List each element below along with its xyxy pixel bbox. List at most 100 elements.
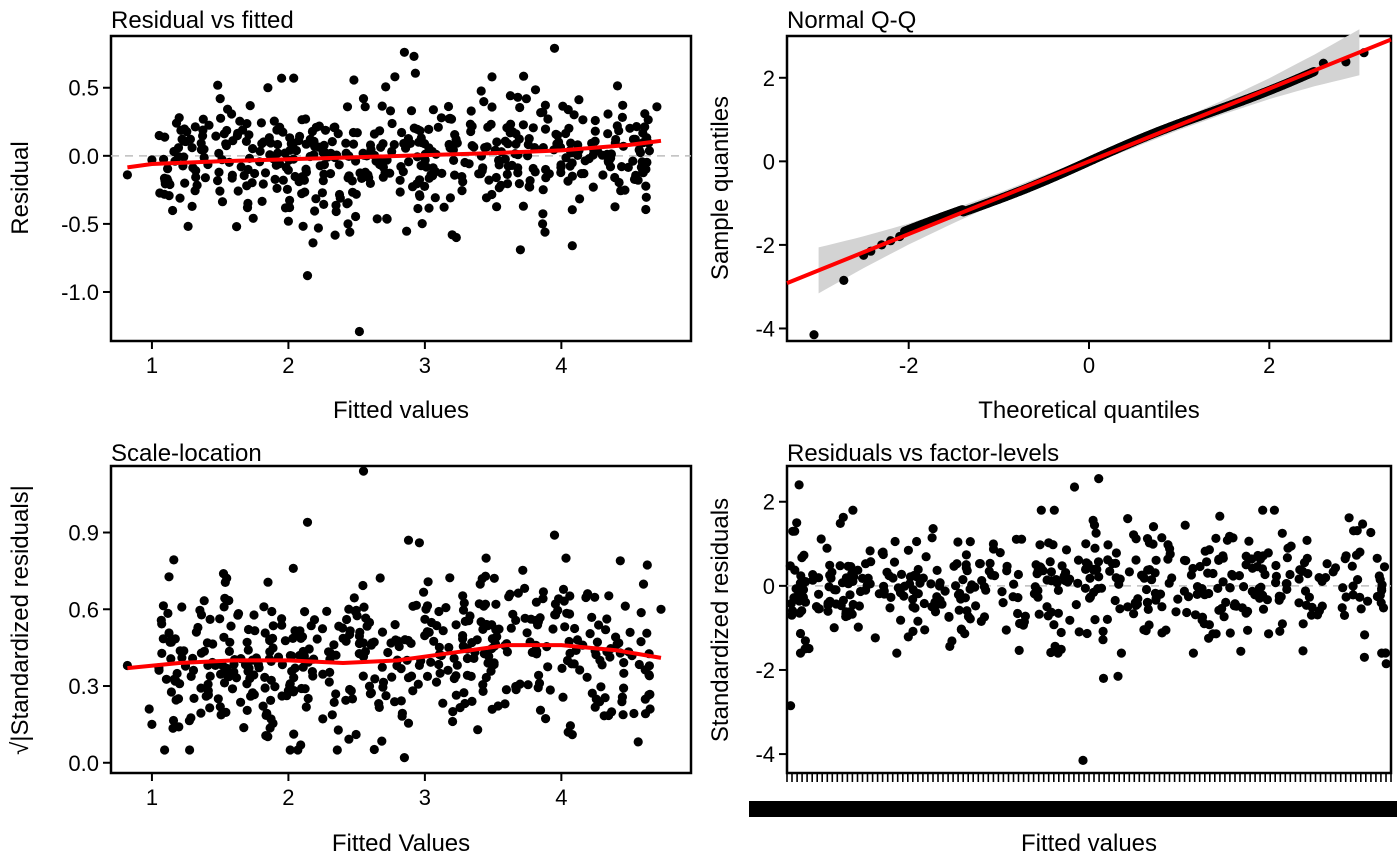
data-point <box>331 689 341 699</box>
data-point <box>949 561 959 571</box>
data-point <box>934 581 945 591</box>
data-point <box>354 631 364 641</box>
data-point <box>174 722 184 732</box>
data-point <box>301 139 311 149</box>
data-point <box>215 94 225 104</box>
data-point <box>520 583 530 594</box>
data-point <box>175 679 185 689</box>
data-point <box>603 129 613 139</box>
y-tick-label: 0.5 <box>68 76 99 101</box>
data-point <box>1337 603 1347 613</box>
data-point <box>213 694 223 704</box>
data-point <box>449 155 459 165</box>
data-point <box>239 723 249 733</box>
data-point <box>301 114 311 124</box>
data-point <box>886 592 896 603</box>
data-point <box>1045 557 1055 567</box>
data-point <box>642 560 652 570</box>
data-point <box>484 175 494 185</box>
data-point <box>1218 551 1228 561</box>
data-point <box>221 141 231 151</box>
data-point <box>617 112 628 122</box>
data-point <box>809 330 819 340</box>
data-point <box>1277 619 1287 629</box>
data-point <box>228 136 238 146</box>
data-point <box>302 517 313 527</box>
data-point <box>505 589 515 599</box>
data-point <box>169 555 179 565</box>
data-point <box>344 734 354 744</box>
data-point <box>590 702 600 712</box>
data-point <box>441 603 451 613</box>
data-point <box>487 102 497 112</box>
data-point <box>190 122 200 132</box>
data-point <box>285 195 295 205</box>
data-point <box>434 659 444 670</box>
y-tick-label: 2 <box>763 490 775 515</box>
data-point <box>502 123 512 133</box>
data-point <box>540 227 550 237</box>
data-point <box>457 186 467 196</box>
data-point <box>912 589 922 599</box>
data-point <box>421 162 431 172</box>
data-point <box>1258 505 1268 515</box>
data-point <box>1195 561 1205 572</box>
factor-level-label <box>1379 801 1397 817</box>
data-point <box>953 537 963 547</box>
data-point <box>329 697 339 708</box>
data-point <box>569 110 579 120</box>
data-point <box>1034 609 1044 619</box>
data-point <box>396 162 406 172</box>
data-point <box>827 567 837 577</box>
data-point <box>618 710 628 720</box>
data-point <box>382 213 392 224</box>
data-point <box>1103 540 1113 550</box>
data-point <box>311 194 321 204</box>
data-point <box>1013 569 1024 580</box>
data-point <box>179 646 189 656</box>
data-point <box>327 710 337 720</box>
data-point <box>358 671 368 681</box>
data-point <box>1144 538 1154 548</box>
data-point <box>277 614 287 624</box>
data-point <box>360 102 370 112</box>
data-point <box>358 638 369 648</box>
y-axis-label: Residual <box>7 141 34 234</box>
data-point <box>291 145 301 156</box>
data-point <box>358 94 369 104</box>
data-point <box>900 581 910 591</box>
data-point <box>1352 526 1362 536</box>
data-point <box>199 596 209 606</box>
data-point <box>419 139 430 149</box>
data-point <box>268 643 278 653</box>
data-point <box>997 587 1007 597</box>
data-point <box>1264 629 1274 639</box>
data-point <box>853 622 863 632</box>
smooth-line <box>127 643 662 671</box>
data-point <box>377 627 388 637</box>
y-tick-label: 0.9 <box>68 521 99 546</box>
data-point <box>977 576 987 586</box>
data-point <box>523 680 533 690</box>
data-point <box>492 632 502 642</box>
data-point <box>236 162 246 172</box>
data-point <box>1213 583 1223 594</box>
data-point <box>349 593 359 603</box>
data-point <box>625 123 635 133</box>
data-point <box>788 526 798 536</box>
data-point <box>459 598 469 608</box>
data-point <box>951 581 961 591</box>
data-point <box>879 586 889 596</box>
data-point <box>1123 602 1133 612</box>
data-point <box>515 245 526 255</box>
data-point <box>318 147 328 158</box>
data-point <box>483 658 493 668</box>
data-point <box>317 188 327 198</box>
data-point <box>166 654 176 664</box>
data-point <box>263 83 273 93</box>
qq-line <box>786 37 1392 285</box>
data-point <box>1204 588 1214 599</box>
data-point <box>298 662 308 672</box>
data-point <box>800 644 810 654</box>
x-tick-label: 0 <box>1083 353 1095 378</box>
